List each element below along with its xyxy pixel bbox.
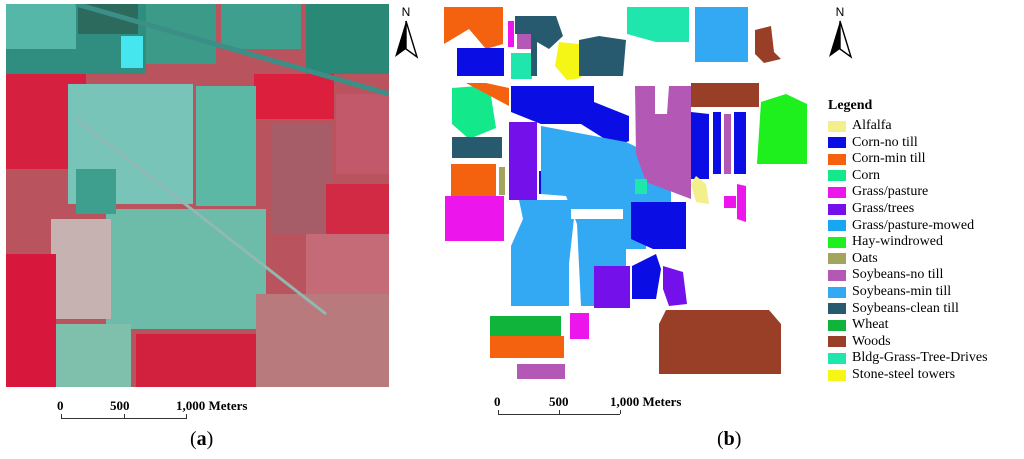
legend-items: Alfalfa Corn-no till Corn-min till Corn Gras… [828,118,1020,390]
legend-item: Grass/pasture [828,184,928,200]
scale-label-1000: 1,000 Meters [176,398,248,413]
legend-item: Grass/trees [828,201,914,217]
legend-swatch [828,303,846,315]
legend-label: Wheat [852,317,889,333]
scale-tick [61,414,62,418]
scale-tick [620,410,621,414]
legend-swatch [828,286,846,298]
legend-label: Corn-min till [852,151,926,167]
legend-swatch [828,352,846,364]
legend-item: Bldg-Grass-Tree-Drives [828,350,988,366]
scale-label-0: 0 [57,398,64,413]
caption-open: ( [717,428,724,450]
legend: Legend Alfalfa Corn-no till Corn-min till C… [828,98,1020,390]
legend-item: Corn [828,168,880,184]
legend-item: Soybeans-no till [828,267,943,283]
scale-label-500: 500 [110,398,130,413]
ground-truth-map [444,7,807,379]
caption-letter: b [723,428,735,450]
legend-label: Soybeans-min till [852,284,952,299]
caption-open: ( [190,428,197,450]
north-arrow-icon [395,20,419,59]
north-arrow: N [825,5,855,59]
caption-b: (b) [717,428,741,451]
legend-label: Bldg-Grass-Tree-Drives [852,350,988,366]
legend-swatch [828,203,846,215]
legend-label: Grass/pasture-mowed [852,217,975,233]
caption-close: ) [734,428,742,450]
scale-bar: 0 500 1,000 Meters [492,394,717,424]
legend-label: Grass/pasture [852,184,929,200]
caption-close: ) [206,428,214,450]
false-color-image [6,4,389,387]
scale-tick [498,410,499,414]
scale-tick [559,410,560,414]
legend-swatch [828,186,846,198]
legend-item: Soybeans-clean till [828,301,959,317]
legend-item: Corn-no till [828,135,918,151]
legend-swatch [828,236,846,248]
legend-label: Corn-no till [852,134,918,150]
legend-swatch [828,120,846,132]
legend-title: Legend [828,98,873,113]
legend-item: Soybeans-min till [828,284,951,300]
scale-line [498,414,620,415]
scale-label-1000: 1,000 Meters [610,394,682,409]
legend-label: Hay-windrowed [852,234,943,250]
legend-item: Grass/pasture-mowed [828,218,974,234]
north-arrow: N [391,5,421,59]
legend-swatch [828,369,846,381]
legend-item: Hay-windrowed [828,234,943,250]
legend-label: Grass/trees [852,201,915,216]
legend-label: Oats [852,250,878,266]
legend-swatch [828,336,846,348]
legend-swatch [828,170,846,182]
legend-swatch [828,319,846,331]
legend-item: Oats [828,251,878,267]
scale-bar: 0 500 1,000 Meters [55,398,275,428]
caption-letter: a [196,428,207,450]
legend-item: Stone-steel towers [828,367,955,383]
legend-swatch [828,253,846,265]
legend-item: Corn-min till [828,151,926,167]
scale-line [61,418,187,419]
legend-label: Corn [852,167,880,183]
legend-swatch [828,137,846,149]
legend-item: Woods [828,334,891,350]
scale-tick [186,414,187,418]
north-label: N [401,5,411,19]
legend-item: Wheat [828,317,889,333]
legend-label: Stone-steel towers [852,367,956,382]
legend-swatch [828,153,846,165]
legend-swatch [828,269,846,281]
legend-label: Woods [852,333,891,349]
legend-item: Alfalfa [828,118,892,134]
caption-a: (a) [190,428,213,451]
north-arrow-icon [829,20,853,59]
legend-label: Soybeans-clean till [852,300,959,316]
north-label: N [835,5,845,19]
scale-label-0: 0 [494,394,501,409]
legend-label: Alfalfa [852,118,892,133]
legend-label: Soybeans-no till [852,267,944,283]
scale-tick [124,414,125,418]
legend-swatch [828,220,846,232]
scale-label-500: 500 [549,394,569,409]
